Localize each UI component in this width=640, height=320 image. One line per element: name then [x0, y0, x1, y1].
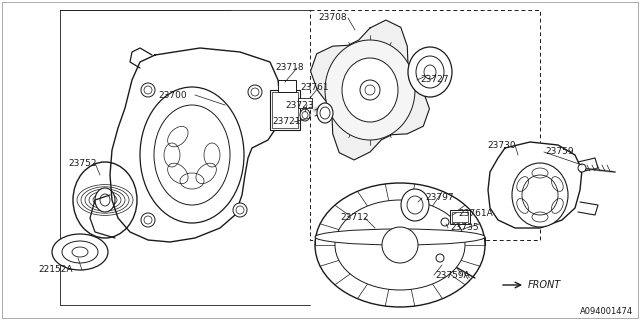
Bar [270, 90, 300, 130]
Text: 23718: 23718 [275, 63, 303, 73]
Ellipse shape [325, 40, 415, 140]
Circle shape [360, 80, 380, 100]
Polygon shape [310, 20, 429, 160]
Text: 23730: 23730 [487, 140, 516, 149]
Text: 23700: 23700 [158, 91, 187, 100]
Text: 23735: 23735 [450, 223, 479, 233]
Circle shape [141, 83, 155, 97]
Ellipse shape [401, 189, 429, 221]
Text: 23761: 23761 [300, 84, 328, 92]
Ellipse shape [140, 87, 244, 223]
Circle shape [436, 254, 444, 262]
Ellipse shape [522, 175, 558, 215]
Text: 23723: 23723 [285, 100, 314, 109]
Circle shape [441, 218, 449, 226]
Text: 23797: 23797 [425, 194, 454, 203]
Circle shape [248, 85, 262, 99]
Ellipse shape [512, 163, 568, 227]
Text: 23759A: 23759A [435, 270, 470, 279]
Circle shape [365, 85, 375, 95]
Ellipse shape [315, 183, 485, 307]
Polygon shape [488, 142, 582, 228]
Ellipse shape [154, 105, 230, 205]
Text: A094001474: A094001474 [580, 308, 633, 316]
Ellipse shape [62, 241, 98, 263]
Bar [310, 10, 540, 240]
Polygon shape [110, 48, 280, 242]
Circle shape [578, 164, 586, 172]
Ellipse shape [408, 47, 452, 97]
Ellipse shape [95, 188, 115, 212]
Ellipse shape [407, 196, 423, 214]
Bar [450, 210, 470, 224]
Ellipse shape [317, 103, 333, 123]
Text: 23761A: 23761A [458, 209, 493, 218]
Text: 23712: 23712 [340, 213, 369, 222]
Circle shape [233, 203, 247, 217]
Text: 23759: 23759 [545, 148, 573, 156]
Text: 23727: 23727 [420, 76, 449, 84]
Circle shape [141, 213, 155, 227]
Ellipse shape [52, 234, 108, 270]
Ellipse shape [100, 194, 110, 206]
Circle shape [382, 227, 418, 263]
Ellipse shape [73, 162, 137, 238]
Ellipse shape [342, 58, 398, 122]
Ellipse shape [335, 200, 465, 290]
Ellipse shape [300, 109, 310, 121]
Bar [452, 212, 468, 222]
Text: 22152A: 22152A [38, 266, 72, 275]
Text: FRONT: FRONT [528, 280, 561, 290]
Bar [272, 92, 298, 128]
Text: 23752: 23752 [68, 158, 97, 167]
Ellipse shape [416, 56, 444, 88]
Text: 23708: 23708 [318, 13, 347, 22]
Bar [298, 98, 312, 108]
Bar [278, 80, 296, 92]
Text: 23721: 23721 [272, 117, 301, 126]
Ellipse shape [315, 229, 485, 245]
